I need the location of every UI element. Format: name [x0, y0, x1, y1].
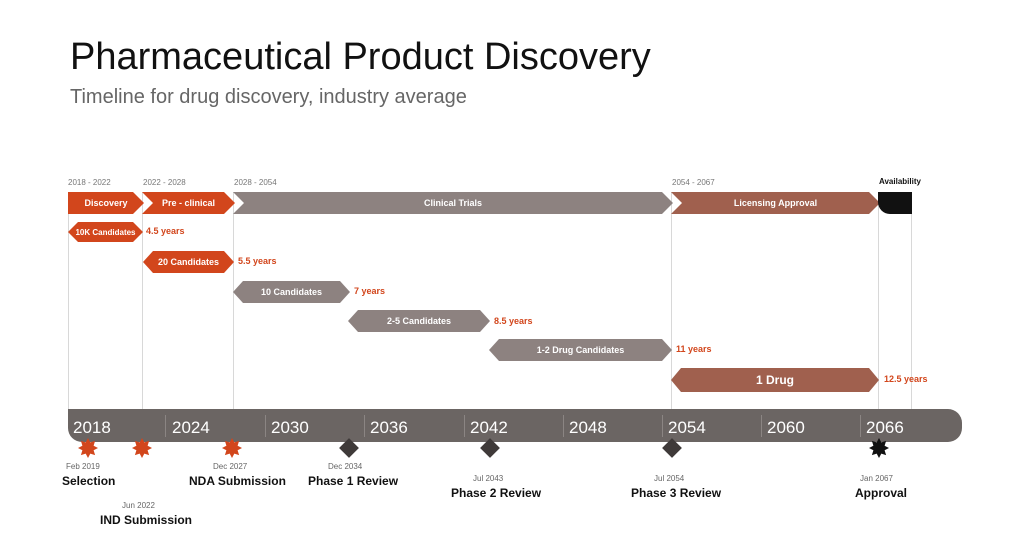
- phase-bar-licensing: Licensing Approval: [671, 192, 880, 214]
- year-separator: [265, 415, 266, 437]
- starburst-icon: [869, 438, 889, 458]
- guide-line: [233, 192, 234, 412]
- year-tick: 2060: [767, 418, 805, 437]
- candidate-arrow-10k: 10K Candidates: [68, 222, 143, 242]
- candidate-arrow-1-2: 1-2 Drug Candidates: [489, 339, 672, 361]
- year-separator: [165, 415, 166, 437]
- phase-range-licensing: 2054 - 2067: [672, 178, 715, 187]
- milestone-label: Approval: [855, 486, 908, 500]
- milestone-date: Jan 2067: [860, 474, 893, 483]
- page-subtitle: Timeline for drug discovery, industry av…: [70, 86, 467, 108]
- candidate-duration: 11 years: [676, 344, 712, 354]
- year-separator: [860, 415, 861, 437]
- guide-line: [142, 192, 143, 412]
- starburst-icon: [222, 438, 242, 458]
- year-separator: [662, 415, 663, 437]
- milestone-date: Jun 2022: [122, 501, 155, 510]
- phase-range-clinical: 2028 - 2054: [234, 178, 277, 187]
- year-separator: [364, 415, 365, 437]
- milestone-date: Dec 2034: [328, 462, 363, 471]
- year-separator: [563, 415, 564, 437]
- year-tick: 2036: [370, 418, 408, 437]
- milestone-date: Feb 2019: [66, 462, 100, 471]
- milestone-label: NDA Submission: [189, 474, 286, 488]
- candidate-duration: 7 years: [354, 286, 386, 296]
- candidate-arrow-2-5: 2-5 Candidates: [348, 310, 490, 332]
- year-tick: 2066: [866, 418, 904, 437]
- year-band: [68, 409, 962, 442]
- candidate-arrow-10: 10 Candidates: [233, 281, 350, 303]
- year-tick: 2024: [172, 418, 210, 437]
- guide-line: [671, 192, 672, 412]
- phase-bar-clinical: Clinical Trials: [233, 192, 673, 214]
- candidate-duration: 8.5 years: [494, 316, 533, 326]
- milestone-label: Phase 2 Review: [451, 486, 542, 500]
- year-tick: 2042: [470, 418, 508, 437]
- milestone-date: Jul 2054: [654, 474, 685, 483]
- milestone-date: Dec 2027: [213, 462, 248, 471]
- candidate-arrow-1-drug: 1 Drug: [671, 368, 879, 392]
- candidate-duration: 12.5 years: [884, 374, 928, 384]
- milestone-label: Phase 3 Review: [631, 486, 722, 500]
- year-separator: [761, 415, 762, 437]
- candidate-arrow-20: 20 Candidates: [143, 251, 234, 273]
- guide-line: [878, 192, 879, 412]
- milestone-label: Selection: [62, 474, 116, 488]
- guide-line: [68, 192, 69, 412]
- milestone-label: Phase 1 Review: [308, 474, 399, 488]
- starburst-icon: [132, 438, 152, 458]
- year-tick: 2018: [73, 418, 111, 437]
- year-tick: 2048: [569, 418, 607, 437]
- milestone-label: IND Submission: [100, 513, 193, 527]
- year-tick: 2030: [271, 418, 309, 437]
- year-separator: [464, 415, 465, 437]
- year-tick: 2054: [668, 418, 706, 437]
- starburst-icon: [78, 438, 98, 458]
- candidate-duration: 4.5 years: [146, 226, 185, 236]
- phase-label-availability: Availability: [879, 177, 921, 186]
- guide-line: [911, 192, 912, 412]
- page-title: Pharmaceutical Product Discovery: [70, 36, 651, 78]
- phase-range-discovery: 2018 - 2022: [68, 178, 111, 187]
- candidate-duration: 5.5 years: [238, 256, 277, 266]
- phase-bar-preclinical: Pre - clinical: [142, 192, 235, 214]
- phase-range-preclinical: 2022 - 2028: [143, 178, 186, 187]
- phase-bar-availability: [878, 192, 912, 214]
- milestone-date: Jul 2043: [473, 474, 504, 483]
- phase-bar-discovery: Discovery: [68, 192, 144, 214]
